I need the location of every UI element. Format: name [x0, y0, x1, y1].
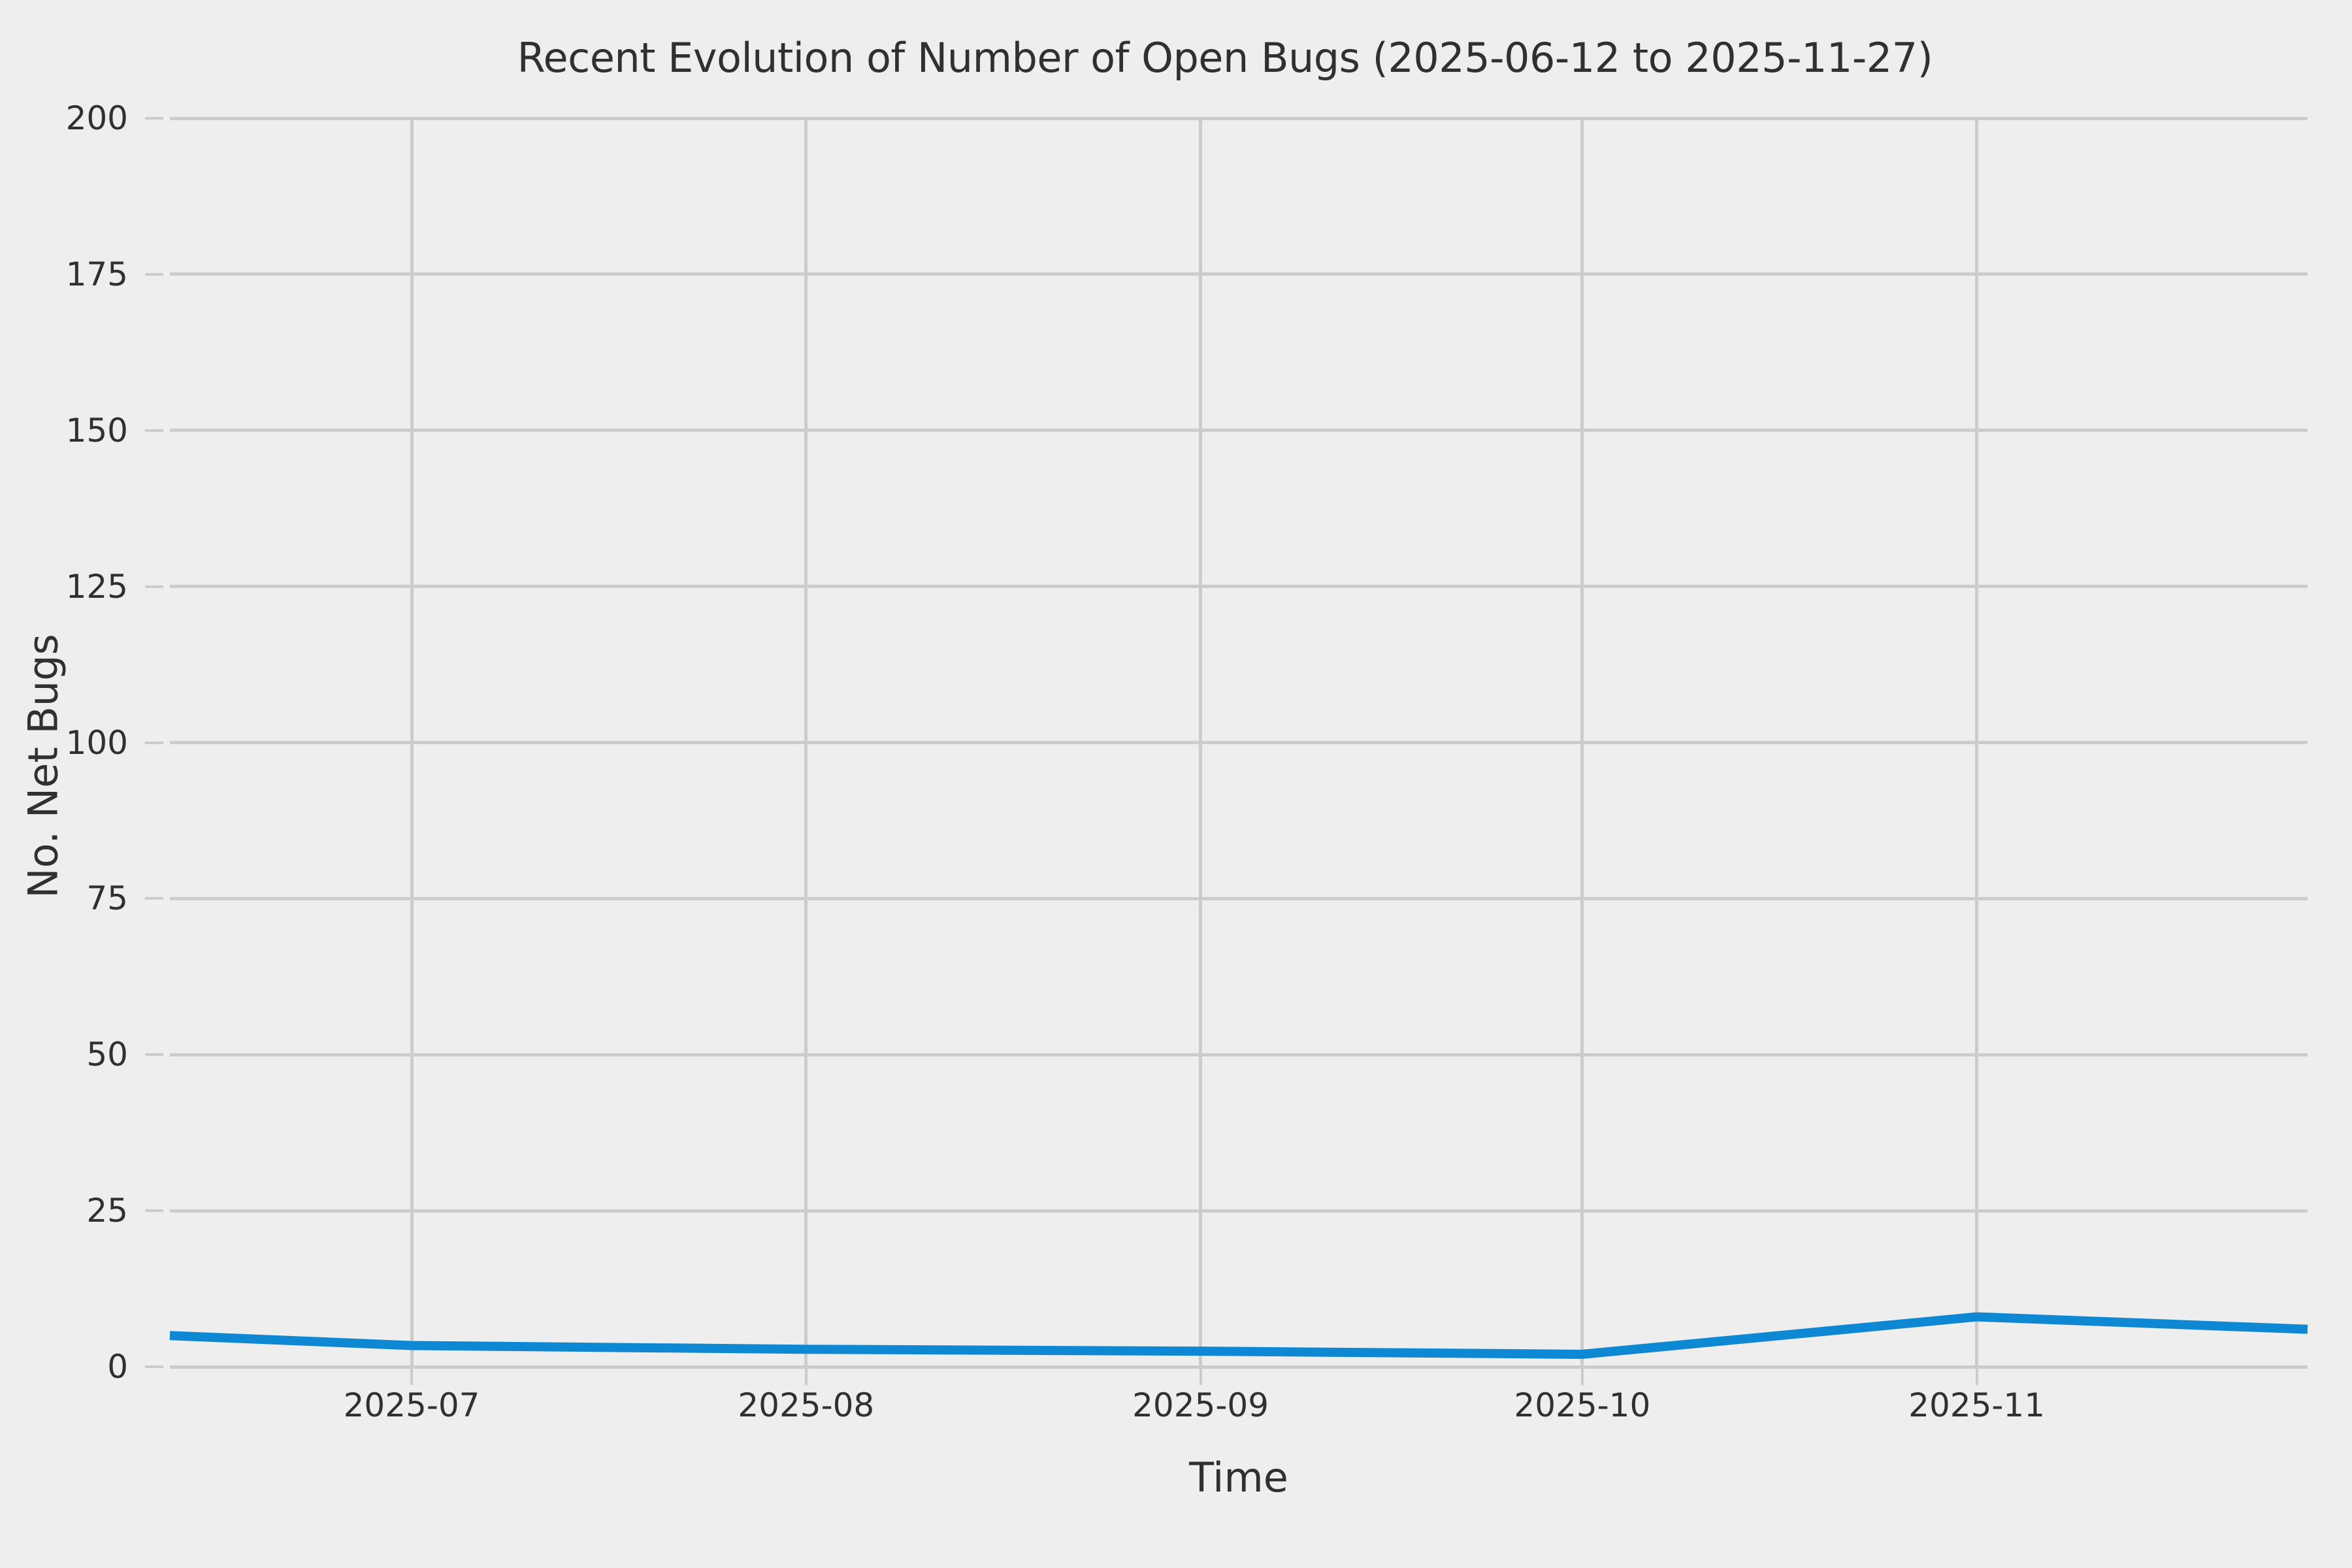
gridline-vertical: [804, 118, 808, 1367]
gridline-vertical: [1199, 118, 1203, 1367]
gridline-horizontal: [170, 116, 2308, 120]
y-tick-label: 75: [86, 879, 128, 918]
gridline-vertical: [1580, 118, 1584, 1367]
gridline-horizontal: [170, 896, 2308, 900]
y-tick-mark: [145, 1365, 163, 1368]
gridline-vertical: [410, 118, 414, 1367]
gridline-horizontal: [170, 1053, 2308, 1056]
x-tick-mark: [410, 1368, 414, 1385]
x-tick-label: 2025-07: [343, 1386, 480, 1424]
y-tick-label: 25: [86, 1192, 128, 1230]
y-tick-label: 175: [65, 255, 128, 293]
y-tick-mark: [145, 117, 163, 120]
x-tick-label: 2025-11: [1908, 1386, 2046, 1424]
x-tick-label: 2025-08: [738, 1386, 875, 1424]
x-tick-mark: [1580, 1368, 1584, 1385]
gridline-vertical: [1975, 118, 1979, 1367]
chart-title: Recent Evolution of Number of Open Bugs …: [517, 34, 1933, 82]
plot-area: [169, 116, 2308, 1369]
x-tick-mark: [1975, 1368, 1978, 1385]
x-tick-mark: [804, 1368, 808, 1385]
y-tick-label: 0: [107, 1348, 128, 1386]
x-axis-title: Time: [1189, 1454, 1288, 1501]
y-tick-label: 50: [86, 1036, 128, 1074]
x-tick-mark: [1199, 1368, 1202, 1385]
y-tick-mark: [145, 272, 163, 276]
y-tick-mark: [145, 1053, 163, 1056]
y-tick-label: 125: [65, 567, 128, 606]
gridline-horizontal: [170, 585, 2308, 589]
y-tick-mark: [145, 897, 163, 900]
y-tick-label: 150: [65, 411, 128, 449]
y-tick-mark: [145, 585, 163, 588]
y-tick-label: 100: [65, 723, 128, 762]
y-axis-title: No. Net Bugs: [19, 634, 67, 898]
line-series-no-net-bugs: [169, 1312, 2308, 1359]
y-tick-mark: [145, 741, 163, 744]
gridline-horizontal: [170, 272, 2308, 276]
gridline-horizontal: [170, 741, 2308, 744]
x-tick-label: 2025-10: [1514, 1386, 1651, 1424]
y-tick-label: 200: [65, 99, 128, 137]
data-series-layer: [169, 1312, 2308, 1359]
y-tick-mark: [145, 429, 163, 432]
gridline-horizontal: [170, 1209, 2308, 1213]
x-tick-label: 2025-09: [1132, 1386, 1269, 1424]
gridline-horizontal: [170, 1365, 2308, 1369]
y-tick-mark: [145, 1209, 163, 1213]
gridline-horizontal: [170, 429, 2308, 433]
